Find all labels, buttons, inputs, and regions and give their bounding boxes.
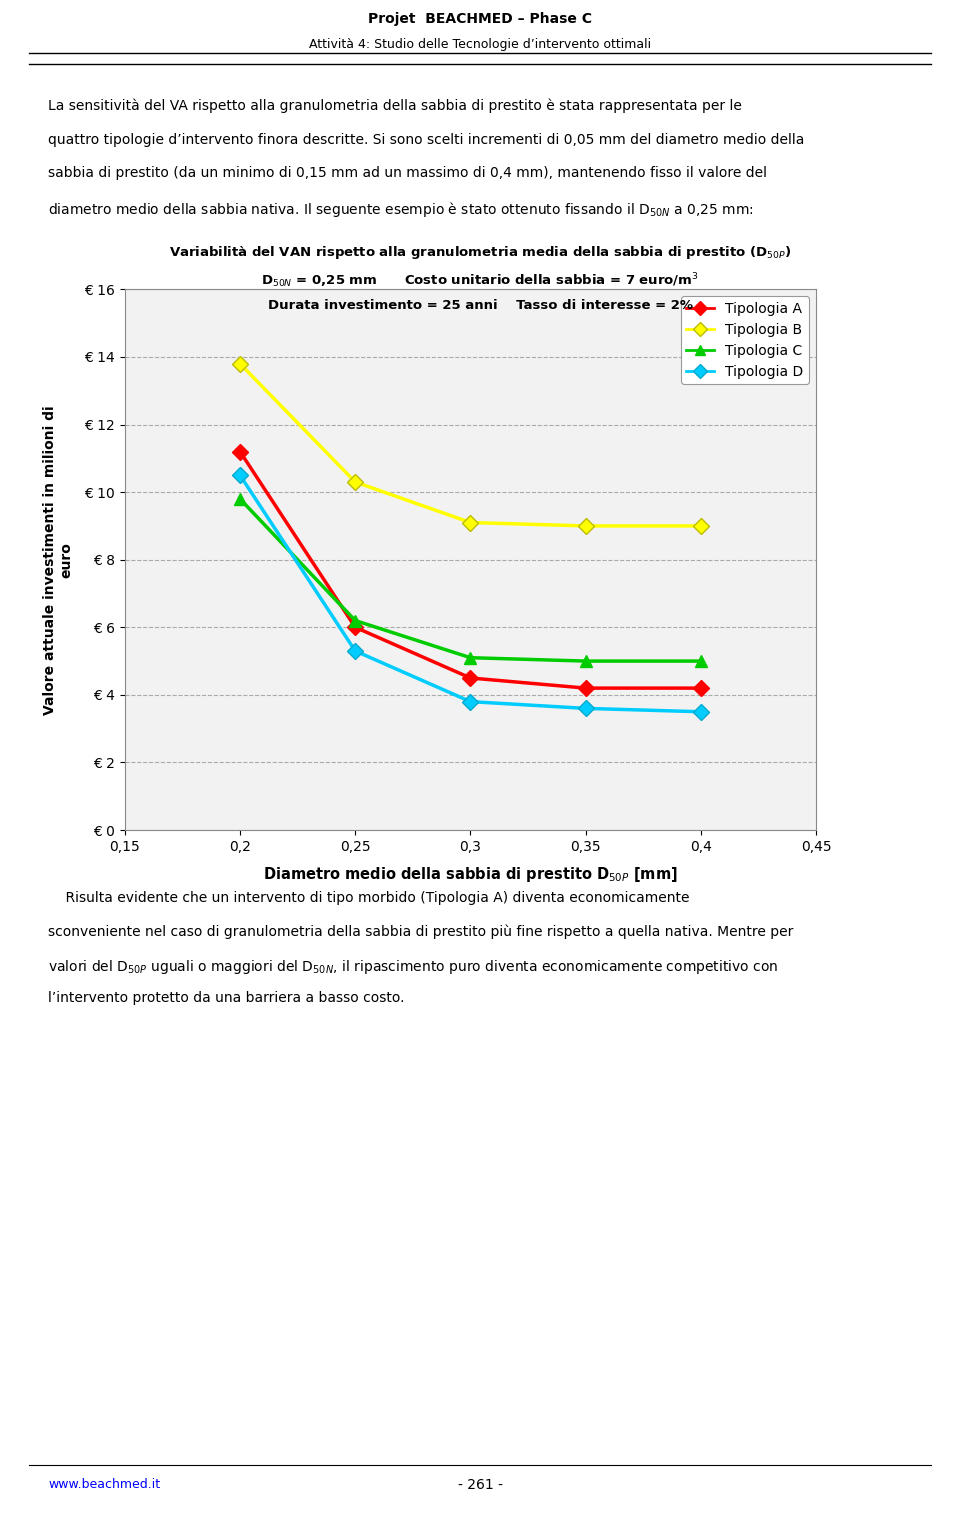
Text: Attività 4: Studio delle Tecnologie d’intervento ottimali: Attività 4: Studio delle Tecnologie d’in… xyxy=(309,38,651,50)
Text: valori del D$_{50P}$ uguali o maggiori del D$_{50N}$, il ripascimento puro diven: valori del D$_{50P}$ uguali o maggiori d… xyxy=(48,958,779,976)
Text: l’intervento protetto da una barriera a basso costo.: l’intervento protetto da una barriera a … xyxy=(48,991,404,1005)
Text: Variabilità del VAN rispetto alla granulometria media della sabbia di prestito (: Variabilità del VAN rispetto alla granul… xyxy=(169,244,791,260)
X-axis label: Diametro medio della sabbia di prestito D$_{50P}$ [mm]: Diametro medio della sabbia di prestito … xyxy=(263,865,678,883)
Text: Durata investimento = 25 anni    Tasso di interesse = 2%: Durata investimento = 25 anni Tasso di i… xyxy=(268,299,692,312)
Text: sconveniente nel caso di granulometria della sabbia di prestito più fine rispett: sconveniente nel caso di granulometria d… xyxy=(48,924,793,940)
Text: Projet  BEACHMED – Phase C: Projet BEACHMED – Phase C xyxy=(368,12,592,26)
Text: quattro tipologie d’intervento finora descritte. Si sono scelti incrementi di 0,: quattro tipologie d’intervento finora de… xyxy=(48,133,804,146)
Legend: Tipologia A, Tipologia B, Tipologia C, Tipologia D: Tipologia A, Tipologia B, Tipologia C, T… xyxy=(681,297,809,384)
Text: www.beachmed.it: www.beachmed.it xyxy=(48,1479,160,1491)
Text: sabbia di prestito (da un minimo di 0,15 mm ad un massimo di 0,4 mm), mantenendo: sabbia di prestito (da un minimo di 0,15… xyxy=(48,166,767,180)
Text: - 261 -: - 261 - xyxy=(458,1477,502,1493)
Text: Risulta evidente che un intervento di tipo morbido (Tipologia A) diventa economi: Risulta evidente che un intervento di ti… xyxy=(48,891,689,905)
Text: D$_{50N}$ = 0,25 mm      Costo unitario della sabbia = 7 euro/m$^3$: D$_{50N}$ = 0,25 mm Costo unitario della… xyxy=(261,271,699,289)
Text: diametro medio della sabbia nativa. Il seguente esempio è stato ottenuto fissand: diametro medio della sabbia nativa. Il s… xyxy=(48,200,754,218)
Text: La sensitività del VA rispetto alla granulometria della sabbia di prestito è sta: La sensitività del VA rispetto alla gran… xyxy=(48,99,742,114)
Y-axis label: Valore attuale investimenti in milioni di
euro: Valore attuale investimenti in milioni d… xyxy=(43,405,73,714)
